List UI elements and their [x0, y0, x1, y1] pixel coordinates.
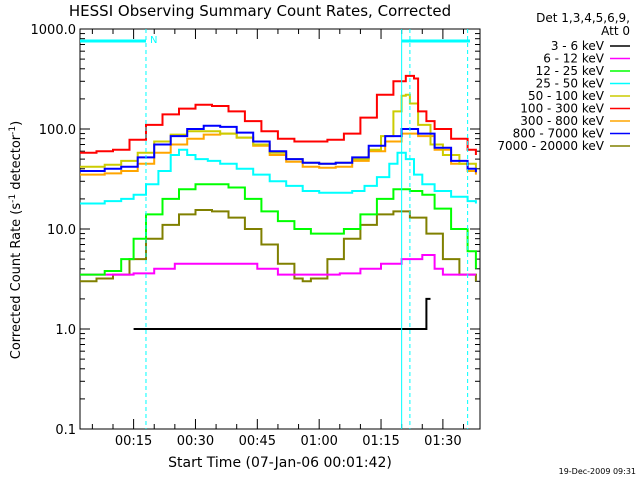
- chart-title: HESSI Observing Summary Count Rates, Cor…: [69, 2, 451, 20]
- legend-label: 25 - 50 keV: [536, 77, 605, 91]
- x-tick-label: 01:15: [362, 434, 399, 449]
- series-line-100to300keV: [80, 74, 477, 155]
- y-axis-label-end: ): [9, 121, 24, 126]
- y-axis-label-exp2: -1: [8, 126, 18, 135]
- x-tick-label: 01:30: [424, 434, 461, 449]
- y-tick-label: 0.1: [55, 423, 76, 438]
- y-tick-label: 10.0: [47, 223, 76, 238]
- plot-frame: [79, 28, 481, 430]
- series-line-800to7000keV: [80, 124, 477, 173]
- y-axis: 0.1 1.0 10.0 100.0 1000.0: [31, 23, 480, 438]
- series-line-3to6keV: [133, 297, 431, 330]
- legend-header-1: Det 1,3,4,5,6,9,: [536, 11, 630, 25]
- series-line-7000to20000keV: [80, 209, 477, 283]
- x-tick-label: 00:15: [115, 434, 152, 449]
- y-tick-label: 100.0: [39, 123, 76, 138]
- legend-label: 50 - 100 keV: [528, 89, 605, 103]
- legend-label: 100 - 300 keV: [520, 102, 604, 116]
- annotation-n: N: [150, 35, 157, 46]
- series-line-6to12keV: [80, 254, 476, 276]
- legend-label: 300 - 800 keV: [520, 114, 604, 128]
- timestamp: 19-Dec-2009 09:31: [559, 467, 636, 476]
- y-axis-label: Corrected Count Rate (s-1 detector-1): [8, 121, 24, 359]
- x-tick-label: 00:30: [177, 434, 214, 449]
- x-tick-label: 00:45: [239, 434, 276, 449]
- y-axis-label-main: Corrected Count Rate (s: [9, 203, 24, 360]
- y-tick-label: 1.0: [55, 323, 76, 338]
- legend-label: 6 - 12 keV: [543, 52, 605, 66]
- series-line-25to50keV: [80, 148, 477, 205]
- series-layer: [80, 74, 477, 330]
- legend-label: 7000 - 20000 keV: [497, 139, 604, 153]
- x-tick-label: 01:00: [300, 434, 337, 449]
- overlay-layer: N: [80, 29, 470, 429]
- legend-header-2: Att 0: [601, 24, 630, 38]
- legend-label: 12 - 25 keV: [536, 64, 605, 78]
- legend-label: 3 - 6 keV: [551, 39, 605, 53]
- y-tick-label: 1000.0: [31, 23, 77, 38]
- x-axis: 00:15 00:30 00:45 01:00 01:15 01:30: [91, 29, 465, 449]
- y-axis-label-mid: detector: [9, 134, 24, 194]
- legend-label: 800 - 7000 keV: [513, 127, 605, 141]
- x-axis-label: Start Time (07-Jan-06 00:01:42): [168, 455, 392, 471]
- y-axis-label-exp1: -1: [8, 194, 18, 203]
